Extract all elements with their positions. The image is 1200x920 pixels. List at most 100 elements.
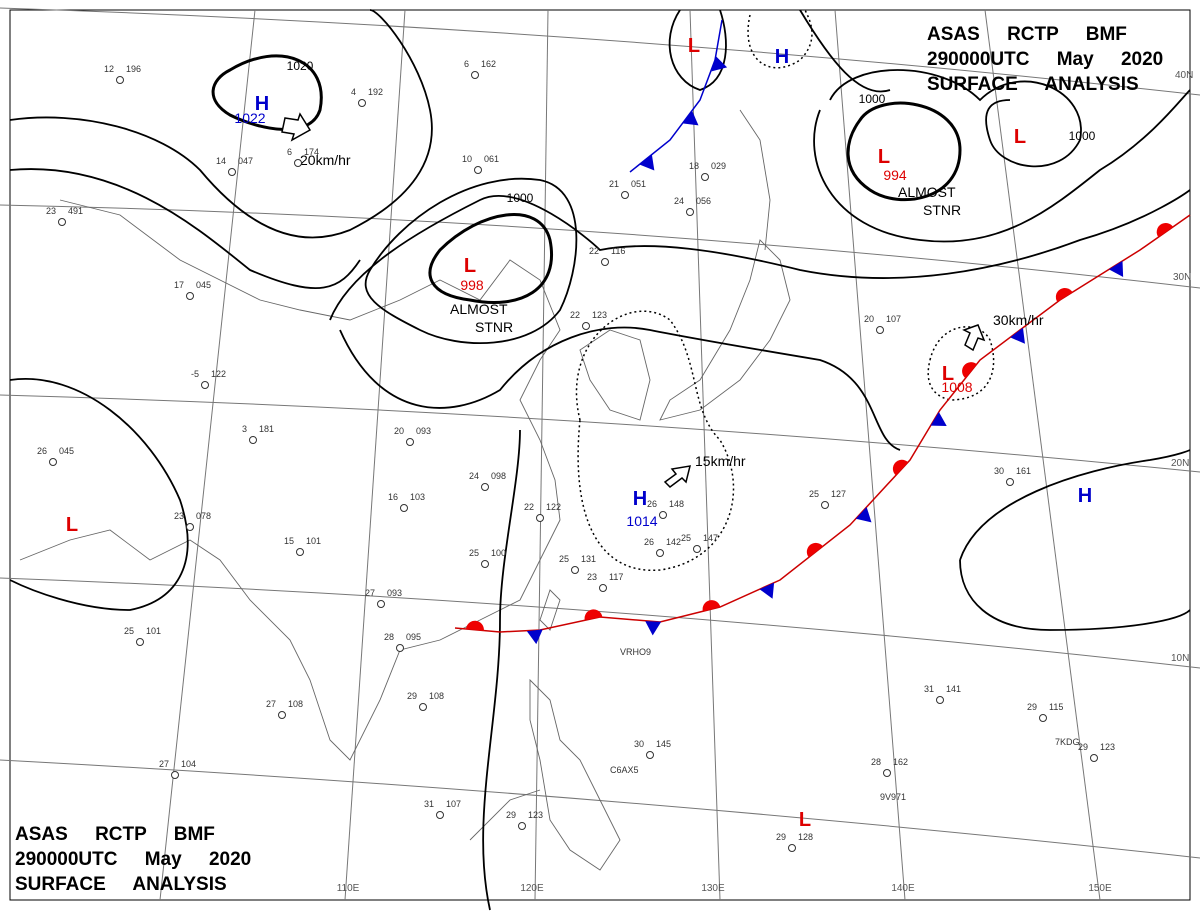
station-marker	[400, 504, 408, 512]
station-temp: 16	[388, 492, 398, 502]
station-marker	[201, 381, 209, 389]
station-pressure: 101	[146, 626, 161, 636]
meridian	[344, 9, 406, 901]
station-marker	[621, 191, 629, 199]
station-temp: 6	[287, 147, 292, 157]
cold-front-symbol	[711, 55, 728, 72]
isobar-label: 1020	[287, 59, 314, 73]
station-marker	[518, 822, 526, 830]
station-marker	[883, 769, 891, 777]
station-pressure: 196	[126, 64, 141, 74]
meridian	[834, 9, 906, 901]
station-marker	[406, 438, 414, 446]
station-marker	[294, 159, 302, 167]
station-marker	[659, 511, 667, 519]
station-pressure: 491	[68, 206, 83, 216]
station-marker	[49, 458, 57, 466]
station-marker	[656, 549, 664, 557]
station-pressure: 162	[481, 59, 496, 69]
longitude-label: 120E	[520, 883, 544, 894]
labels: ASAS RCTP BMF 290000UTC May 2020 SURFACE A…	[15, 24, 1193, 895]
pressure-center: H	[255, 93, 269, 115]
meridian	[689, 9, 721, 901]
parallel	[0, 577, 1200, 669]
station-temp: 22	[570, 310, 580, 320]
station-pressure: 101	[306, 536, 321, 546]
station-temp: 25	[809, 489, 819, 499]
station-temp: 23	[587, 572, 597, 582]
cold-front-symbol	[682, 110, 699, 126]
station-temp: 15	[284, 536, 294, 546]
header-text: ASAS RCTP BMF	[927, 24, 1127, 45]
station-pressure: 100	[491, 548, 506, 558]
station-temp: 29	[776, 832, 786, 842]
station-marker	[377, 600, 385, 608]
station-pressure: 122	[546, 502, 561, 512]
cold-front-symbol	[855, 506, 872, 523]
motion-label: 30km/hr	[993, 312, 1044, 328]
station-marker	[1090, 754, 1098, 762]
station-temp: 30	[994, 466, 1004, 476]
station-temp: 27	[266, 699, 276, 709]
station-pressure: 115	[1049, 702, 1063, 712]
station-pressure: 131	[581, 554, 596, 564]
ship-id: VRHO9	[620, 647, 651, 657]
pressure-center: L	[942, 363, 954, 385]
pressure-center: L	[688, 35, 700, 57]
longitude-label: 110E	[337, 883, 360, 894]
station-pressure: 117	[609, 572, 623, 582]
cold-front-symbol	[639, 154, 655, 171]
station-pressure: 029	[711, 161, 726, 171]
station-temp: 22	[524, 502, 534, 512]
stationary-label: STNR	[923, 202, 961, 218]
station-marker	[601, 258, 609, 266]
station-marker	[571, 566, 579, 574]
station-pressure: 123	[592, 310, 607, 320]
station-temp: 25	[124, 626, 134, 636]
station-temp: 10	[462, 154, 472, 164]
station-temp: 20	[394, 426, 404, 436]
station-temp: 26	[644, 537, 654, 547]
station-temp: 29	[1027, 702, 1037, 712]
station-pressure: 104	[181, 759, 196, 769]
station-pressure: 108	[429, 691, 444, 701]
station-temp: 12	[104, 64, 114, 74]
longitude-label: 150E	[1088, 883, 1112, 894]
ship-id: C6AX5	[610, 765, 639, 775]
central-pressure: 1014	[626, 513, 657, 529]
station-pressure: 148	[669, 499, 684, 509]
motion-label: 20km/hr	[300, 152, 351, 168]
station-pressure: 141	[946, 684, 961, 694]
stationary-front	[454, 214, 1191, 633]
cold-front-symbol	[645, 621, 662, 636]
parallel	[0, 7, 1200, 96]
station-temp: 25	[681, 533, 691, 543]
station-marker	[788, 844, 796, 852]
station-marker	[474, 166, 482, 174]
station-marker	[296, 548, 304, 556]
cold-front-symbol	[1010, 327, 1025, 344]
station-pressure: 061	[484, 154, 499, 164]
station-marker	[136, 638, 144, 646]
cold-front-symbol	[759, 582, 775, 599]
header-text: SURFACE ANALYSIS	[927, 74, 1139, 95]
station-marker	[936, 696, 944, 704]
isobar-label: 1000	[1069, 129, 1096, 143]
station-temp: 29	[506, 810, 516, 820]
station-marker	[171, 771, 179, 779]
station-temp: 29	[1078, 742, 1088, 752]
pressure-center: H	[1078, 485, 1092, 507]
latitude-label: 30N	[1173, 272, 1191, 283]
station-pressure: 045	[59, 446, 74, 456]
map-frame	[9, 9, 1191, 901]
warm-front-symbol	[892, 459, 908, 476]
station-marker	[471, 71, 479, 79]
central-pressure: 1008	[941, 379, 972, 395]
station-pressure: 161	[1016, 466, 1031, 476]
parallel	[0, 394, 1200, 473]
pressure-center: L	[464, 255, 476, 277]
station-temp: 22	[589, 246, 599, 256]
station-temp: 3	[242, 424, 247, 434]
station-pressure: 103	[410, 492, 425, 502]
cold-front-symbol	[1108, 260, 1124, 278]
